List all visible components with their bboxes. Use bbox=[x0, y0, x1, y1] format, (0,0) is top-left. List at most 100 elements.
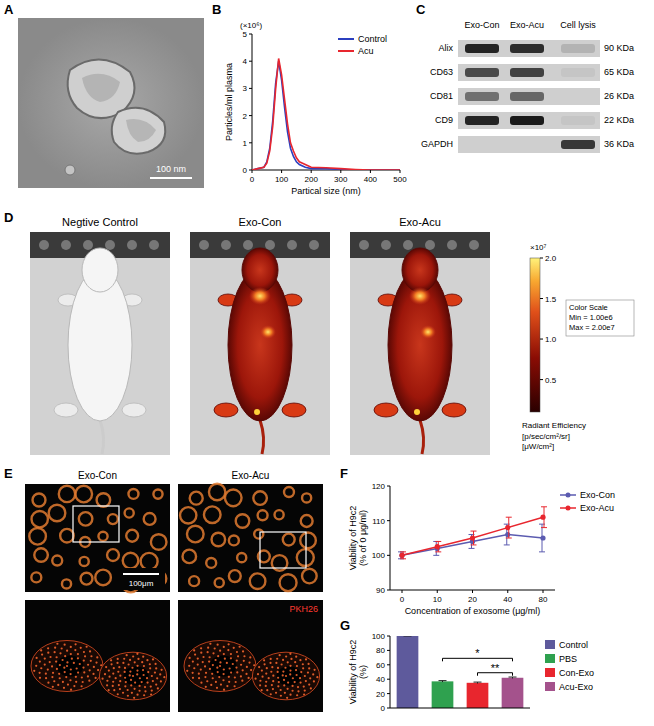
speckle bbox=[212, 677, 214, 679]
error-cap bbox=[474, 682, 482, 683]
speckle bbox=[294, 661, 296, 663]
fixture-hole bbox=[61, 240, 71, 250]
cell-ring bbox=[189, 576, 199, 586]
speckle bbox=[202, 656, 204, 658]
speckle bbox=[65, 676, 67, 678]
fixture-hole bbox=[199, 240, 209, 250]
speckle bbox=[227, 649, 229, 651]
cell-ring bbox=[95, 570, 111, 586]
speckle bbox=[73, 662, 75, 664]
speckle bbox=[40, 667, 42, 669]
speckle bbox=[108, 689, 110, 691]
speckle bbox=[64, 671, 66, 673]
legend-line bbox=[338, 50, 354, 52]
speckle bbox=[254, 678, 256, 680]
speckle bbox=[263, 659, 265, 661]
speckle bbox=[302, 663, 304, 665]
speckle bbox=[143, 674, 145, 676]
speckle bbox=[45, 677, 47, 679]
error-cap bbox=[469, 548, 475, 549]
speckle bbox=[300, 671, 302, 673]
zoom-box bbox=[260, 532, 306, 568]
bar bbox=[432, 681, 454, 708]
image-title: Exo-Acu bbox=[232, 470, 270, 481]
nucleus bbox=[210, 656, 237, 677]
speckle bbox=[209, 643, 211, 645]
speckle bbox=[83, 659, 85, 661]
speckle bbox=[138, 690, 140, 692]
x-tick bbox=[507, 590, 508, 593]
y-tick bbox=[249, 34, 252, 35]
y-tick-label: 20 bbox=[376, 690, 385, 699]
series-line bbox=[402, 535, 543, 556]
speckle bbox=[235, 681, 237, 683]
cell-ring bbox=[75, 486, 92, 503]
speckle bbox=[284, 692, 286, 694]
speckle bbox=[82, 666, 84, 668]
speckle bbox=[218, 676, 220, 678]
cell-ring bbox=[237, 553, 246, 562]
y-tick-label: 1 bbox=[243, 139, 248, 148]
fixture-hole bbox=[149, 240, 159, 250]
colorbar-title: Radiant Efficiency bbox=[522, 421, 586, 430]
fixture-hole bbox=[243, 240, 253, 250]
speckle bbox=[228, 681, 230, 683]
speckle bbox=[126, 654, 128, 656]
speckle bbox=[217, 671, 219, 673]
limb bbox=[442, 403, 466, 417]
speckle bbox=[63, 667, 65, 669]
cell-ring bbox=[128, 489, 138, 499]
error-cap bbox=[509, 677, 517, 678]
vesicle-inner bbox=[126, 119, 156, 142]
fixture-hole bbox=[447, 240, 457, 250]
speckle bbox=[49, 661, 51, 663]
speckle bbox=[151, 675, 153, 677]
marker bbox=[470, 535, 475, 540]
fixture-hole bbox=[221, 240, 231, 250]
fixture-hole bbox=[105, 240, 115, 250]
y-tick bbox=[249, 142, 252, 143]
speckle bbox=[88, 680, 90, 682]
speckle bbox=[313, 669, 315, 671]
cell-ring bbox=[49, 505, 66, 522]
speckle bbox=[137, 658, 139, 660]
error-cap bbox=[471, 544, 477, 545]
speckle bbox=[76, 667, 78, 669]
speckle bbox=[214, 659, 216, 661]
image-title: Negtive Control bbox=[62, 216, 138, 228]
speckle bbox=[239, 646, 241, 648]
nucleus bbox=[276, 666, 301, 686]
cell-ring bbox=[236, 514, 250, 528]
image-title: Exo-Con bbox=[78, 470, 117, 481]
speckle bbox=[304, 675, 306, 677]
speckle bbox=[106, 684, 108, 686]
cell bbox=[184, 641, 256, 692]
cell-ring bbox=[302, 569, 317, 584]
speckle bbox=[110, 663, 112, 665]
speckle bbox=[217, 644, 219, 646]
x-axis-title: Partical size (nm) bbox=[291, 186, 361, 196]
error-cap bbox=[539, 551, 545, 552]
significance-label: ** bbox=[491, 662, 500, 674]
speckle bbox=[124, 685, 126, 687]
speckle bbox=[39, 677, 41, 679]
cell-ring bbox=[204, 506, 221, 523]
x-tick bbox=[400, 170, 401, 173]
speckle bbox=[112, 672, 114, 674]
fixture-hole bbox=[403, 240, 413, 250]
speckle bbox=[232, 663, 234, 665]
speckle bbox=[70, 668, 72, 670]
speckle bbox=[292, 677, 294, 679]
speckle bbox=[66, 650, 68, 652]
y-tick bbox=[249, 61, 252, 62]
speckle bbox=[80, 685, 82, 687]
size-label: 26 KDa bbox=[604, 91, 634, 101]
x-tick-label: 300 bbox=[334, 175, 348, 184]
speckle bbox=[84, 655, 86, 657]
legend-swatch bbox=[545, 682, 555, 691]
series-line bbox=[402, 517, 543, 555]
speckle bbox=[250, 669, 252, 671]
cell-ring bbox=[215, 578, 224, 587]
x-tick bbox=[281, 170, 282, 173]
speckle bbox=[223, 646, 225, 648]
